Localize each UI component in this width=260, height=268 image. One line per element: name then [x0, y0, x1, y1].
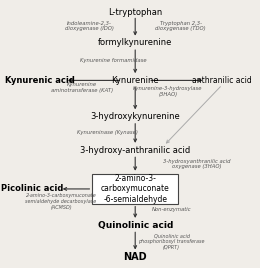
Text: Tryptophan 2,3-
dioxygenase (TDO): Tryptophan 2,3- dioxygenase (TDO) — [155, 21, 206, 31]
Text: Picolinic acid: Picolinic acid — [1, 184, 64, 193]
Text: Kynurenine: Kynurenine — [111, 76, 159, 85]
Text: Kynurenic acid: Kynurenic acid — [5, 76, 75, 85]
Text: formylkynurenine: formylkynurenine — [98, 38, 172, 47]
Text: Kynurenine
aminotransferase (KAT): Kynurenine aminotransferase (KAT) — [51, 82, 113, 93]
Text: Kynureninase (Kynase): Kynureninase (Kynase) — [77, 130, 138, 135]
Text: 2-amino-3-
carboxymuconate
-6-semialdehyde: 2-amino-3- carboxymuconate -6-semialdehy… — [101, 174, 170, 204]
Text: 3-hydroxyanthranilic acid
oxygenase (3HAO): 3-hydroxyanthranilic acid oxygenase (3HA… — [162, 159, 230, 169]
Text: 3-hydroxykynurenine: 3-hydroxykynurenine — [90, 112, 180, 121]
Text: Non-enzymatic: Non-enzymatic — [152, 207, 191, 211]
Text: Quinolinic acid
phosphoribosyl transferase
(QPRT): Quinolinic acid phosphoribosyl transfera… — [138, 233, 205, 250]
Text: anthranilic acid: anthranilic acid — [192, 76, 252, 85]
Text: 2-amino-3-carboxymuconate
semialdehyde decarboxylase
(ACMSD): 2-amino-3-carboxymuconate semialdehyde d… — [25, 193, 97, 210]
Text: 3-hydroxy-anthranilic acid: 3-hydroxy-anthranilic acid — [80, 146, 190, 155]
Text: Kynurenine formamidase: Kynurenine formamidase — [80, 58, 146, 63]
Text: Quinolinic acid: Quinolinic acid — [98, 221, 173, 230]
Text: Indoleamine-2,3-
dioxygenase (IDO): Indoleamine-2,3- dioxygenase (IDO) — [65, 21, 114, 31]
Text: L-tryptophan: L-tryptophan — [108, 8, 162, 17]
Text: Kynurenine-3-hydroxylase
(3HAO): Kynurenine-3-hydroxylase (3HAO) — [133, 86, 203, 96]
Bar — [92, 174, 178, 204]
Text: NAD: NAD — [124, 252, 147, 262]
